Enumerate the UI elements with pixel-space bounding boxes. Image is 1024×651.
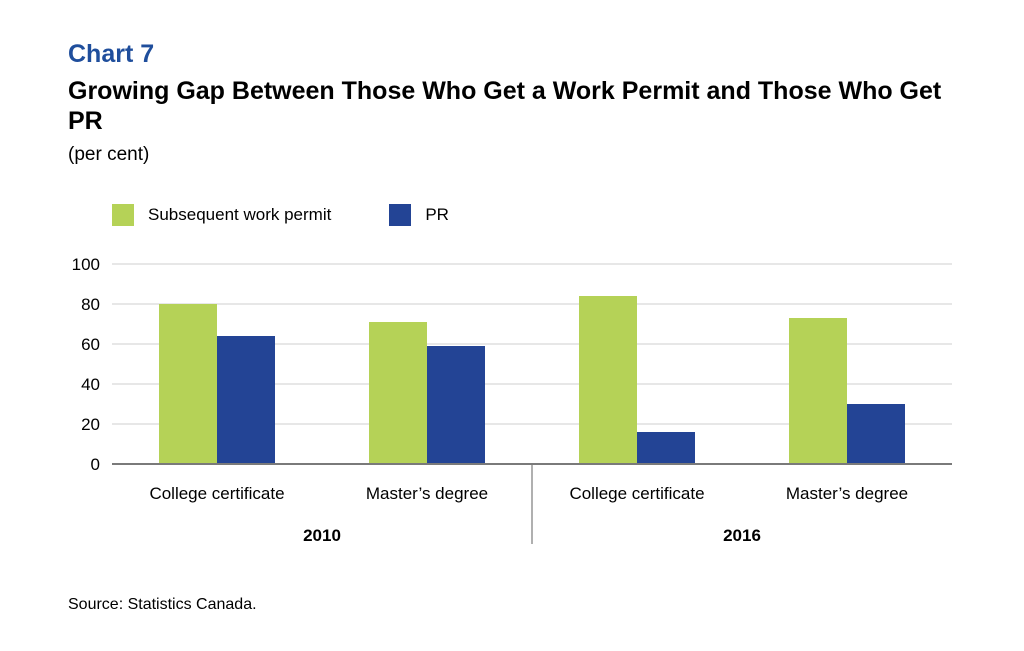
chart-unit-subtitle: (per cent)	[68, 144, 150, 165]
y-tick-label: 20	[81, 415, 100, 434]
legend-label-pr: PR	[425, 205, 449, 224]
x-category-label: Master’s degree	[366, 484, 488, 503]
x-group-label: 2010	[303, 526, 341, 545]
x-category-label: College certificate	[569, 484, 704, 503]
bar-work-permit	[369, 322, 427, 464]
chart-number: Chart 7	[68, 40, 155, 68]
legend-swatch-pr	[389, 204, 412, 226]
y-tick-label: 100	[72, 255, 100, 274]
y-tick-label: 80	[81, 295, 100, 314]
legend-swatch-work-permit	[112, 204, 134, 226]
bar-work-permit	[789, 318, 847, 464]
x-group-label: 2016	[723, 526, 761, 545]
y-tick-label: 60	[81, 335, 100, 354]
bar-work-permit	[159, 304, 217, 464]
y-tick-label: 0	[91, 455, 100, 474]
legend-item-work-permit: Subsequent work permit	[112, 204, 331, 226]
legend-label-work-permit: Subsequent work permit	[148, 205, 332, 224]
bar-pr	[217, 336, 275, 464]
chart-title: Growing Gap Between Those Who Get a Work…	[68, 77, 942, 135]
bar-pr	[847, 404, 905, 464]
bar-work-permit	[579, 296, 637, 464]
legend: Subsequent work permit PR	[112, 202, 507, 228]
bar-pr	[637, 432, 695, 464]
source-note: Source: Statistics Canada.	[68, 596, 257, 613]
y-tick-label: 40	[81, 375, 100, 394]
bar-pr	[427, 346, 485, 464]
x-category-label: Master’s degree	[786, 484, 908, 503]
x-category-label: College certificate	[149, 484, 284, 503]
legend-item-pr: PR	[389, 204, 449, 226]
